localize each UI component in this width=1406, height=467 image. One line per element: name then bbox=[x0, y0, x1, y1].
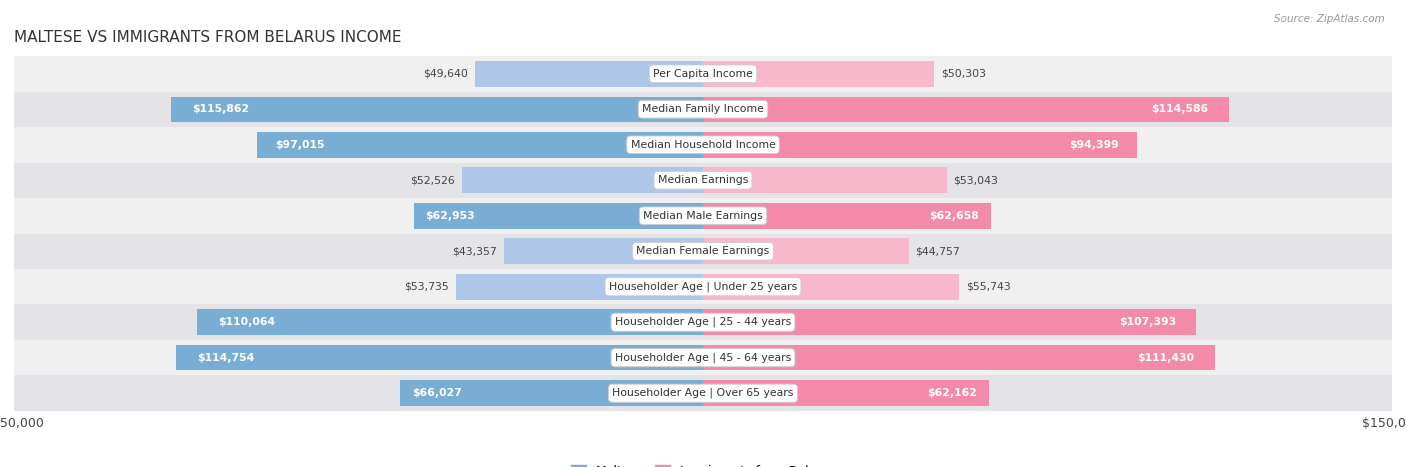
Bar bbox=[14, 92, 1392, 127]
Bar bbox=[14, 127, 1392, 163]
Text: Median Female Earnings: Median Female Earnings bbox=[637, 246, 769, 256]
Bar bbox=[703, 381, 988, 406]
Text: Householder Age | Over 65 years: Householder Age | Over 65 years bbox=[612, 388, 794, 398]
Bar bbox=[197, 310, 703, 335]
Text: $52,526: $52,526 bbox=[411, 175, 456, 185]
Bar bbox=[703, 132, 1136, 157]
Bar bbox=[176, 345, 703, 370]
Text: $114,586: $114,586 bbox=[1152, 104, 1208, 114]
Text: $50,303: $50,303 bbox=[941, 69, 986, 79]
Text: $115,862: $115,862 bbox=[193, 104, 249, 114]
Bar bbox=[14, 375, 1392, 411]
Bar bbox=[703, 97, 1229, 122]
Text: Householder Age | 25 - 44 years: Householder Age | 25 - 44 years bbox=[614, 317, 792, 327]
Text: Median Earnings: Median Earnings bbox=[658, 175, 748, 185]
Bar bbox=[475, 61, 703, 86]
Text: $55,743: $55,743 bbox=[966, 282, 1011, 292]
Text: $53,735: $53,735 bbox=[405, 282, 450, 292]
Text: $62,162: $62,162 bbox=[927, 388, 977, 398]
Bar bbox=[14, 269, 1392, 304]
Bar bbox=[703, 274, 959, 299]
Text: $53,043: $53,043 bbox=[953, 175, 998, 185]
Bar bbox=[257, 132, 703, 157]
Text: Householder Age | Under 25 years: Householder Age | Under 25 years bbox=[609, 282, 797, 292]
Legend: Maltese, Immigrants from Belarus: Maltese, Immigrants from Belarus bbox=[565, 460, 841, 467]
Bar bbox=[14, 198, 1392, 234]
Bar bbox=[14, 234, 1392, 269]
Text: $107,393: $107,393 bbox=[1119, 317, 1177, 327]
Text: $62,953: $62,953 bbox=[426, 211, 475, 221]
Text: $94,399: $94,399 bbox=[1070, 140, 1119, 150]
Text: $44,757: $44,757 bbox=[915, 246, 960, 256]
Bar bbox=[399, 381, 703, 406]
Bar bbox=[703, 239, 908, 264]
Bar bbox=[503, 239, 703, 264]
Text: MALTESE VS IMMIGRANTS FROM BELARUS INCOME: MALTESE VS IMMIGRANTS FROM BELARUS INCOM… bbox=[14, 30, 402, 45]
Bar bbox=[14, 163, 1392, 198]
Text: Householder Age | 45 - 64 years: Householder Age | 45 - 64 years bbox=[614, 353, 792, 363]
Text: Median Male Earnings: Median Male Earnings bbox=[643, 211, 763, 221]
Bar bbox=[461, 168, 703, 193]
Bar bbox=[413, 203, 703, 228]
Text: $66,027: $66,027 bbox=[412, 388, 461, 398]
Bar bbox=[456, 274, 703, 299]
Bar bbox=[14, 304, 1392, 340]
Bar bbox=[703, 203, 991, 228]
Bar bbox=[14, 340, 1392, 375]
Text: $111,430: $111,430 bbox=[1137, 353, 1194, 363]
Text: $62,658: $62,658 bbox=[929, 211, 979, 221]
Bar bbox=[703, 345, 1215, 370]
Bar bbox=[172, 97, 703, 122]
Text: $114,754: $114,754 bbox=[197, 353, 254, 363]
Bar bbox=[703, 310, 1197, 335]
Text: $110,064: $110,064 bbox=[218, 317, 274, 327]
Text: Median Household Income: Median Household Income bbox=[630, 140, 776, 150]
Bar bbox=[14, 56, 1392, 92]
Text: Per Capita Income: Per Capita Income bbox=[652, 69, 754, 79]
Text: Median Family Income: Median Family Income bbox=[643, 104, 763, 114]
Text: Source: ZipAtlas.com: Source: ZipAtlas.com bbox=[1274, 14, 1385, 24]
Text: $49,640: $49,640 bbox=[423, 69, 468, 79]
Bar bbox=[703, 168, 946, 193]
Text: $43,357: $43,357 bbox=[453, 246, 496, 256]
Text: $97,015: $97,015 bbox=[276, 140, 325, 150]
Bar bbox=[703, 61, 934, 86]
